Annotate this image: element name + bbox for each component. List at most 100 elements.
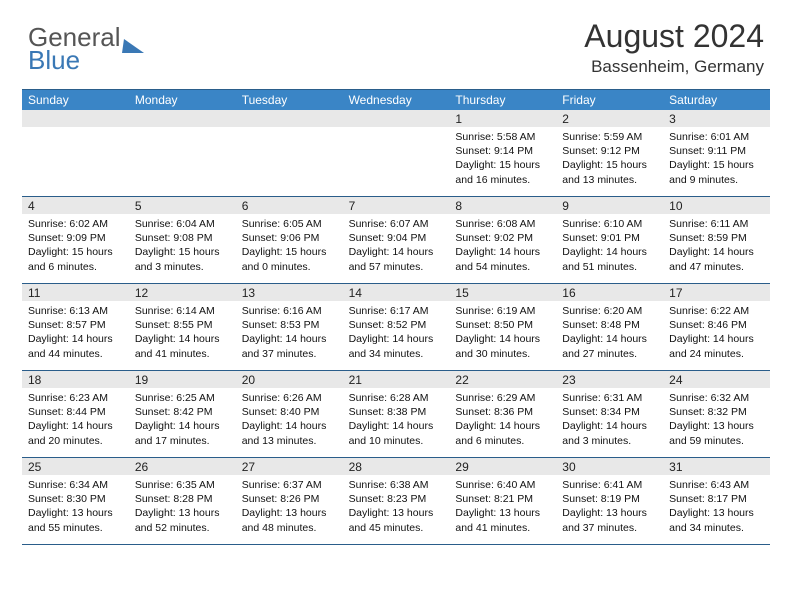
day-number: 8 [449, 199, 462, 213]
day-number-row: 10 [663, 197, 770, 214]
day-line: Daylight: 13 hours [562, 506, 659, 520]
day-content: Sunrise: 6:26 AMSunset: 8:40 PMDaylight:… [236, 388, 343, 450]
day-number: 30 [556, 460, 575, 474]
weekday-header: Sunday [22, 90, 129, 110]
day-number-row: 21 [343, 371, 450, 388]
day-line: and 41 minutes. [455, 521, 552, 535]
weeks-container: 1Sunrise: 5:58 AMSunset: 9:14 PMDaylight… [22, 110, 770, 545]
day-line: and 16 minutes. [455, 173, 552, 187]
day-line: and 3 minutes. [562, 434, 659, 448]
day-line: and 9 minutes. [669, 173, 766, 187]
day-line: Sunrise: 5:58 AM [455, 130, 552, 144]
day-line: Daylight: 13 hours [669, 506, 766, 520]
day-cell: 18Sunrise: 6:23 AMSunset: 8:44 PMDayligh… [22, 371, 129, 457]
day-number: 25 [22, 460, 41, 474]
day-line: Daylight: 14 hours [349, 332, 446, 346]
day-line: Sunset: 9:02 PM [455, 231, 552, 245]
day-cell: 10Sunrise: 6:11 AMSunset: 8:59 PMDayligh… [663, 197, 770, 283]
logo: General Blue [28, 22, 145, 76]
day-line: and 45 minutes. [349, 521, 446, 535]
weekday-header: Saturday [663, 90, 770, 110]
day-cell: 8Sunrise: 6:08 AMSunset: 9:02 PMDaylight… [449, 197, 556, 283]
day-line: and 6 minutes. [28, 260, 125, 274]
day-line: and 55 minutes. [28, 521, 125, 535]
day-number-row: 30 [556, 458, 663, 475]
day-number: 18 [22, 373, 41, 387]
day-cell: 28Sunrise: 6:38 AMSunset: 8:23 PMDayligh… [343, 458, 450, 544]
day-line: Sunrise: 6:26 AM [242, 391, 339, 405]
weekday-header: Wednesday [343, 90, 450, 110]
day-cell: 29Sunrise: 6:40 AMSunset: 8:21 PMDayligh… [449, 458, 556, 544]
day-line: Sunset: 8:36 PM [455, 405, 552, 419]
day-number: 17 [663, 286, 682, 300]
day-cell: 15Sunrise: 6:19 AMSunset: 8:50 PMDayligh… [449, 284, 556, 370]
day-number-row: 11 [22, 284, 129, 301]
day-content: Sunrise: 6:10 AMSunset: 9:01 PMDaylight:… [556, 214, 663, 276]
day-number-row: 4 [22, 197, 129, 214]
week-row: 1Sunrise: 5:58 AMSunset: 9:14 PMDaylight… [22, 110, 770, 197]
logo-text-block: General Blue [28, 22, 145, 76]
day-cell: 1Sunrise: 5:58 AMSunset: 9:14 PMDaylight… [449, 110, 556, 196]
day-cell: 4Sunrise: 6:02 AMSunset: 9:09 PMDaylight… [22, 197, 129, 283]
logo-text-blue: Blue [28, 45, 80, 75]
day-content: Sunrise: 6:37 AMSunset: 8:26 PMDaylight:… [236, 475, 343, 537]
week-row: 4Sunrise: 6:02 AMSunset: 9:09 PMDaylight… [22, 197, 770, 284]
day-content: Sunrise: 6:23 AMSunset: 8:44 PMDaylight:… [22, 388, 129, 450]
day-cell: 21Sunrise: 6:28 AMSunset: 8:38 PMDayligh… [343, 371, 450, 457]
day-line: Daylight: 14 hours [349, 245, 446, 259]
day-cell: 6Sunrise: 6:05 AMSunset: 9:06 PMDaylight… [236, 197, 343, 283]
day-line: Sunset: 8:42 PM [135, 405, 232, 419]
day-cell [343, 110, 450, 196]
day-line: Daylight: 14 hours [669, 245, 766, 259]
day-number-row: 31 [663, 458, 770, 475]
day-cell: 7Sunrise: 6:07 AMSunset: 9:04 PMDaylight… [343, 197, 450, 283]
day-line: Daylight: 14 hours [242, 332, 339, 346]
day-number: 1 [449, 112, 462, 126]
day-cell: 16Sunrise: 6:20 AMSunset: 8:48 PMDayligh… [556, 284, 663, 370]
day-line: Sunrise: 6:08 AM [455, 217, 552, 231]
day-content: Sunrise: 6:43 AMSunset: 8:17 PMDaylight:… [663, 475, 770, 537]
day-number-row: 27 [236, 458, 343, 475]
day-number-row: 28 [343, 458, 450, 475]
day-line: Sunrise: 6:37 AM [242, 478, 339, 492]
day-number: 23 [556, 373, 575, 387]
day-line: Sunrise: 6:05 AM [242, 217, 339, 231]
day-number-row: 17 [663, 284, 770, 301]
day-line: and 48 minutes. [242, 521, 339, 535]
day-number-row: 25 [22, 458, 129, 475]
day-cell [22, 110, 129, 196]
day-content: Sunrise: 6:14 AMSunset: 8:55 PMDaylight:… [129, 301, 236, 363]
day-cell [236, 110, 343, 196]
weekday-header: Tuesday [236, 90, 343, 110]
day-content: Sunrise: 6:07 AMSunset: 9:04 PMDaylight:… [343, 214, 450, 276]
day-cell: 3Sunrise: 6:01 AMSunset: 9:11 PMDaylight… [663, 110, 770, 196]
day-line: and 6 minutes. [455, 434, 552, 448]
day-content [236, 127, 343, 132]
day-cell: 27Sunrise: 6:37 AMSunset: 8:26 PMDayligh… [236, 458, 343, 544]
day-line: Sunset: 9:12 PM [562, 144, 659, 158]
day-line: Daylight: 14 hours [455, 332, 552, 346]
day-line: Sunrise: 6:29 AM [455, 391, 552, 405]
day-line: Daylight: 13 hours [135, 506, 232, 520]
day-number: 12 [129, 286, 148, 300]
day-line: Sunrise: 6:19 AM [455, 304, 552, 318]
day-number-row: 19 [129, 371, 236, 388]
day-content: Sunrise: 6:31 AMSunset: 8:34 PMDaylight:… [556, 388, 663, 450]
day-cell: 9Sunrise: 6:10 AMSunset: 9:01 PMDaylight… [556, 197, 663, 283]
day-content: Sunrise: 6:16 AMSunset: 8:53 PMDaylight:… [236, 301, 343, 363]
day-content: Sunrise: 6:08 AMSunset: 9:02 PMDaylight:… [449, 214, 556, 276]
day-number: 10 [663, 199, 682, 213]
day-line: and 17 minutes. [135, 434, 232, 448]
day-number-row: 13 [236, 284, 343, 301]
day-line: Sunrise: 6:13 AM [28, 304, 125, 318]
day-number-row: 9 [556, 197, 663, 214]
day-line: and 52 minutes. [135, 521, 232, 535]
day-line: Daylight: 14 hours [562, 332, 659, 346]
day-number: 11 [22, 286, 40, 300]
day-line: and 59 minutes. [669, 434, 766, 448]
day-line: Daylight: 15 hours [455, 158, 552, 172]
day-content: Sunrise: 6:05 AMSunset: 9:06 PMDaylight:… [236, 214, 343, 276]
day-line: and 34 minutes. [349, 347, 446, 361]
day-line: Daylight: 13 hours [242, 506, 339, 520]
day-cell: 30Sunrise: 6:41 AMSunset: 8:19 PMDayligh… [556, 458, 663, 544]
